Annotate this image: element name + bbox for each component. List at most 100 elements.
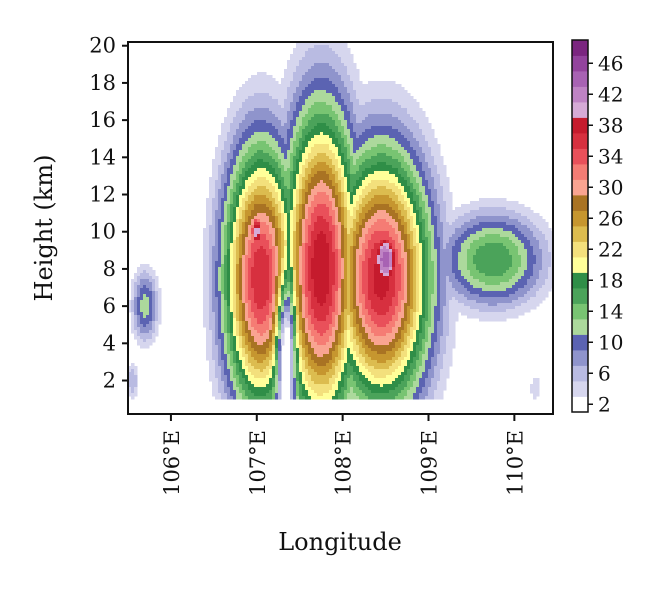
contour-cell <box>290 324 294 328</box>
contour-cell <box>227 393 231 397</box>
contour-cell <box>245 201 249 205</box>
contour-cell <box>209 201 213 205</box>
contour-cell <box>281 201 285 205</box>
contour-cell <box>308 219 312 223</box>
contour-cell <box>260 240 264 244</box>
contour-cell <box>299 108 303 112</box>
contour-cell <box>281 228 285 232</box>
contour-cell <box>296 237 300 241</box>
contour-cell <box>227 216 231 220</box>
contour-cell <box>296 309 300 313</box>
contour-cell <box>242 189 246 193</box>
contour-cell <box>326 153 330 157</box>
contour-cell <box>269 96 273 100</box>
contour-cell <box>260 96 264 100</box>
contour-cell <box>257 291 261 295</box>
contour-cell <box>239 228 243 232</box>
contour-cell <box>278 132 282 136</box>
contour-cell <box>239 258 243 262</box>
contour-cell <box>275 285 279 289</box>
contour-cell <box>326 381 330 385</box>
contour-cell <box>290 144 294 148</box>
contour-cell <box>284 213 288 217</box>
contour-cell <box>215 375 219 379</box>
contour-cell <box>326 252 330 256</box>
contour-cell <box>311 324 315 328</box>
contour-cell <box>311 387 315 391</box>
contour-cell <box>281 153 285 157</box>
contour-cell <box>293 219 297 223</box>
contour-cell <box>254 306 258 310</box>
contour-cell <box>218 327 222 331</box>
contour-cell <box>227 390 231 394</box>
contour-cell <box>272 279 276 283</box>
contour-cell <box>293 201 297 205</box>
contour-cell <box>284 318 288 322</box>
contour-cell <box>272 93 276 97</box>
contour-cell <box>233 255 237 259</box>
contour-cell <box>293 315 297 319</box>
contour-cell <box>239 189 243 193</box>
contour-cell <box>308 369 312 373</box>
contour-cell <box>305 249 309 253</box>
contour-cell <box>314 45 318 49</box>
contour-cell <box>329 63 333 67</box>
contour-cell <box>239 351 243 355</box>
contour-cell <box>329 351 333 355</box>
contour-cell <box>257 210 261 214</box>
contour-cell <box>236 303 240 307</box>
contour-cell <box>332 108 336 112</box>
contour-cell <box>335 126 339 130</box>
contour-cell <box>329 45 333 49</box>
contour-cell <box>314 216 318 220</box>
contour-cell <box>320 264 324 268</box>
contour-cell <box>302 57 306 61</box>
contour-cell <box>227 219 231 223</box>
contour-cell <box>308 297 312 301</box>
contour-cell <box>329 384 333 388</box>
contour-cell <box>251 345 255 349</box>
contour-cell <box>305 177 309 181</box>
contour-cell <box>239 360 243 364</box>
contour-cell <box>269 156 273 160</box>
contour-cell <box>299 141 303 145</box>
contour-cell <box>224 312 228 316</box>
contour-cell <box>143 327 147 331</box>
contour-cell <box>302 153 306 157</box>
contour-cell <box>236 180 240 184</box>
contour-cell <box>290 369 294 373</box>
contour-cell <box>314 279 318 283</box>
contour-cell <box>320 123 324 127</box>
contour-cell <box>218 162 222 166</box>
contour-cell <box>242 174 246 178</box>
contour-cell <box>239 120 243 124</box>
contour-cell <box>221 171 225 175</box>
contour-cell <box>206 216 210 220</box>
contour-cell <box>257 150 261 154</box>
contour-cell <box>212 213 216 217</box>
contour-cell <box>320 351 324 355</box>
contour-cell <box>320 276 324 280</box>
contour-cell <box>326 180 330 184</box>
contour-cell <box>260 297 264 301</box>
contour-cell <box>314 117 318 121</box>
contour-cell <box>275 219 279 223</box>
contour-cell <box>218 333 222 337</box>
contour-cell <box>326 393 330 397</box>
contour-cell <box>233 384 237 388</box>
contour-cell <box>266 123 270 127</box>
contour-cell <box>299 186 303 190</box>
contour-cell <box>281 123 285 127</box>
contour-cell <box>227 189 231 193</box>
contour-cell <box>305 156 309 160</box>
contour-cell <box>311 339 315 343</box>
contour-cell <box>248 219 252 223</box>
contour-cell <box>329 210 333 214</box>
contour-cell <box>320 363 324 367</box>
contour-cell <box>284 201 288 205</box>
contour-cell <box>209 369 213 373</box>
contour-cell <box>332 288 336 292</box>
contour-cell <box>323 357 327 361</box>
contour-cell <box>314 321 318 325</box>
contour-cell <box>314 393 318 397</box>
